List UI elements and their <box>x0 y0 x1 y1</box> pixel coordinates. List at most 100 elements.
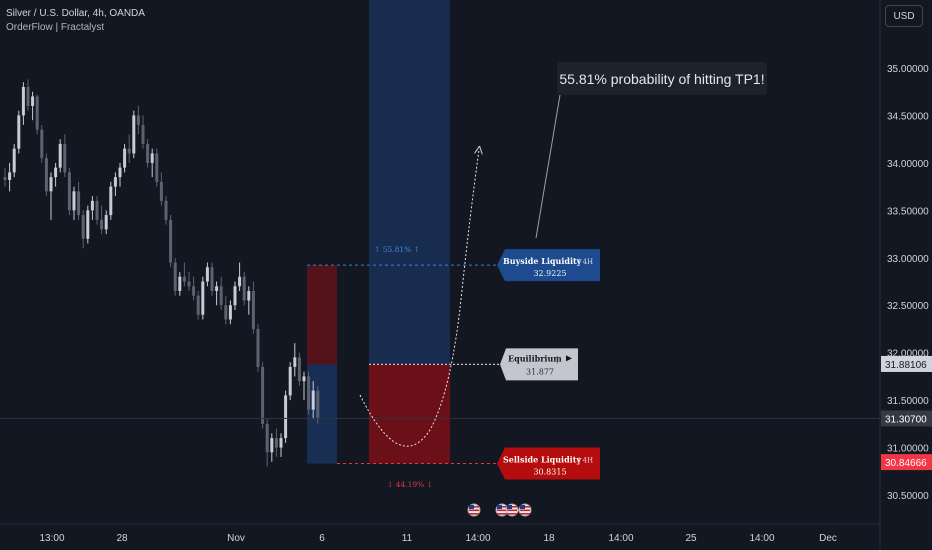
price-tick-label: 31.00000 <box>887 444 929 455</box>
candle-body <box>150 153 154 163</box>
premium-zone <box>307 265 337 365</box>
candle-body <box>118 167 122 178</box>
time-tick-label: 6 <box>319 533 325 544</box>
candle <box>12 143 16 178</box>
candle-body <box>164 200 168 220</box>
candle <box>302 371 306 401</box>
time-tick-label: 13:00 <box>39 533 64 544</box>
candle <box>256 324 260 372</box>
candle-body <box>21 86 25 116</box>
time-axis[interactable]: 13:00 28 Nov 6 11 14:00 18 14:00 25 14:00 Dec <box>39 533 836 544</box>
price-tick-label: 35.00000 <box>887 64 929 75</box>
candle-body <box>238 276 242 287</box>
candle <box>159 172 163 206</box>
price-axis[interactable]: 35.00000 34.50000 34.00000 33.50000 33.00000… <box>881 64 932 502</box>
candle <box>173 257 177 296</box>
event-markers[interactable] <box>467 503 532 517</box>
candle <box>297 352 301 386</box>
candle-body <box>67 172 71 211</box>
sellside-liquidity-value: 30.8315 <box>533 468 566 477</box>
candle-body <box>123 148 127 168</box>
candle <box>265 419 269 467</box>
us-flag-event-icon[interactable] <box>495 503 509 517</box>
candle <box>35 94 39 135</box>
candle <box>242 272 246 306</box>
candle-body <box>132 115 136 154</box>
candle-body <box>95 200 99 220</box>
candle <box>21 82 25 125</box>
candle <box>3 167 7 187</box>
symbol-title[interactable]: Silver / U.S. Dollar, 4h, OANDA <box>6 8 145 19</box>
candle <box>44 153 48 197</box>
candle-body <box>141 124 145 144</box>
buyside-liquidity-name: Buyside Liquidity <box>503 256 582 266</box>
candle <box>17 110 21 154</box>
candle-body <box>210 267 214 291</box>
time-tick-label: Nov <box>227 533 245 544</box>
current-price-badge <box>881 355 932 372</box>
price-tick-label: 31.50000 <box>887 396 929 407</box>
buyside-timeframe: | 4H <box>578 258 593 266</box>
price-tick-label: 33.00000 <box>887 254 929 265</box>
candle <box>113 172 117 197</box>
candle-body <box>182 276 186 282</box>
candle-body <box>146 143 150 163</box>
equilibrium-separator: | <box>556 355 558 363</box>
candle-body <box>35 96 39 130</box>
upside-probability-label: ↑ 55.81% ↑ <box>374 245 420 254</box>
candle-body <box>228 305 232 320</box>
candle <box>58 139 62 173</box>
equilibrium-label[interactable] <box>500 348 578 381</box>
candle <box>90 196 94 220</box>
candle <box>219 276 223 310</box>
us-flag-event-icon[interactable] <box>518 503 532 517</box>
candle-body <box>265 423 269 453</box>
candle-body <box>127 148 131 154</box>
candle <box>63 134 67 178</box>
candle <box>182 262 186 287</box>
candle <box>228 300 232 325</box>
equilibrium-value: 31.877 <box>526 367 554 376</box>
candle <box>77 181 81 220</box>
candle-body <box>311 390 315 410</box>
candle-body <box>297 357 301 382</box>
candle-body <box>40 129 44 159</box>
callout-pointer <box>535 94 561 239</box>
candle-body <box>3 177 7 180</box>
candle <box>288 362 292 401</box>
candle-body <box>242 276 246 301</box>
candle-body <box>307 376 311 410</box>
us-flag-event-icon[interactable] <box>505 503 519 517</box>
callout-box[interactable] <box>557 62 767 95</box>
indicator-name[interactable]: OrderFlow | Fractalyst <box>6 22 105 33</box>
candle-body <box>44 158 48 192</box>
candle-body <box>72 191 76 211</box>
candle-body <box>109 186 113 216</box>
us-flag-event-icon[interactable] <box>467 503 481 517</box>
candle-body <box>215 286 219 291</box>
candle <box>155 148 159 187</box>
last-price-value: 30.84666 <box>885 458 927 469</box>
discount-zone <box>307 364 337 464</box>
candle <box>104 210 108 235</box>
candle-body <box>173 262 177 291</box>
candle <box>205 262 209 287</box>
price-tick-label: 33.50000 <box>887 206 929 217</box>
play-icon <box>566 355 572 362</box>
price-tick-label: 32.00000 <box>887 349 929 360</box>
sellside-liquidity-label[interactable] <box>497 447 600 480</box>
candle <box>123 143 127 173</box>
candle-body <box>12 148 16 173</box>
candle-body <box>224 305 228 320</box>
candle-body <box>205 267 209 282</box>
buyside-liquidity-label[interactable] <box>497 249 600 282</box>
candle-body <box>155 153 159 182</box>
candle <box>146 139 150 168</box>
candle-body <box>159 181 163 201</box>
candle-body <box>31 96 35 106</box>
crosshair-price-value: 31.30700 <box>885 414 927 425</box>
currency-button[interactable]: USD <box>885 5 923 27</box>
candle-body <box>136 115 140 125</box>
candle <box>201 276 205 320</box>
